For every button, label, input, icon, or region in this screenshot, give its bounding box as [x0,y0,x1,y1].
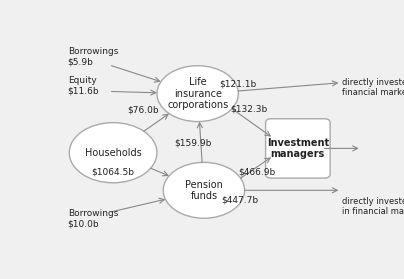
Text: $76.0b: $76.0b [127,106,159,115]
Text: directly invested in
financial markets: directly invested in financial markets [342,78,404,97]
Circle shape [69,123,157,183]
Text: Borrowings
$5.9b: Borrowings $5.9b [68,47,118,67]
Text: Equity
$11.6b: Equity $11.6b [68,76,99,96]
Text: $121.1b: $121.1b [220,79,257,88]
Text: $159.9b: $159.9b [174,138,212,147]
Text: $466.9b: $466.9b [238,167,276,176]
Text: $132.3b: $132.3b [231,105,268,114]
FancyBboxPatch shape [265,119,330,178]
Circle shape [157,66,238,122]
Text: Life
insurance
corporations: Life insurance corporations [167,77,228,110]
Text: Households: Households [85,148,141,158]
Text: $447.7b: $447.7b [221,195,258,204]
Text: directly invested
in financial markets: directly invested in financial markets [342,197,404,216]
Text: Pension
funds: Pension funds [185,179,223,201]
Circle shape [163,162,245,218]
Text: $1064.5b: $1064.5b [91,167,134,176]
Text: Investment
managers: Investment managers [267,138,329,159]
Text: Borrowings
$10.0b: Borrowings $10.0b [68,210,118,229]
